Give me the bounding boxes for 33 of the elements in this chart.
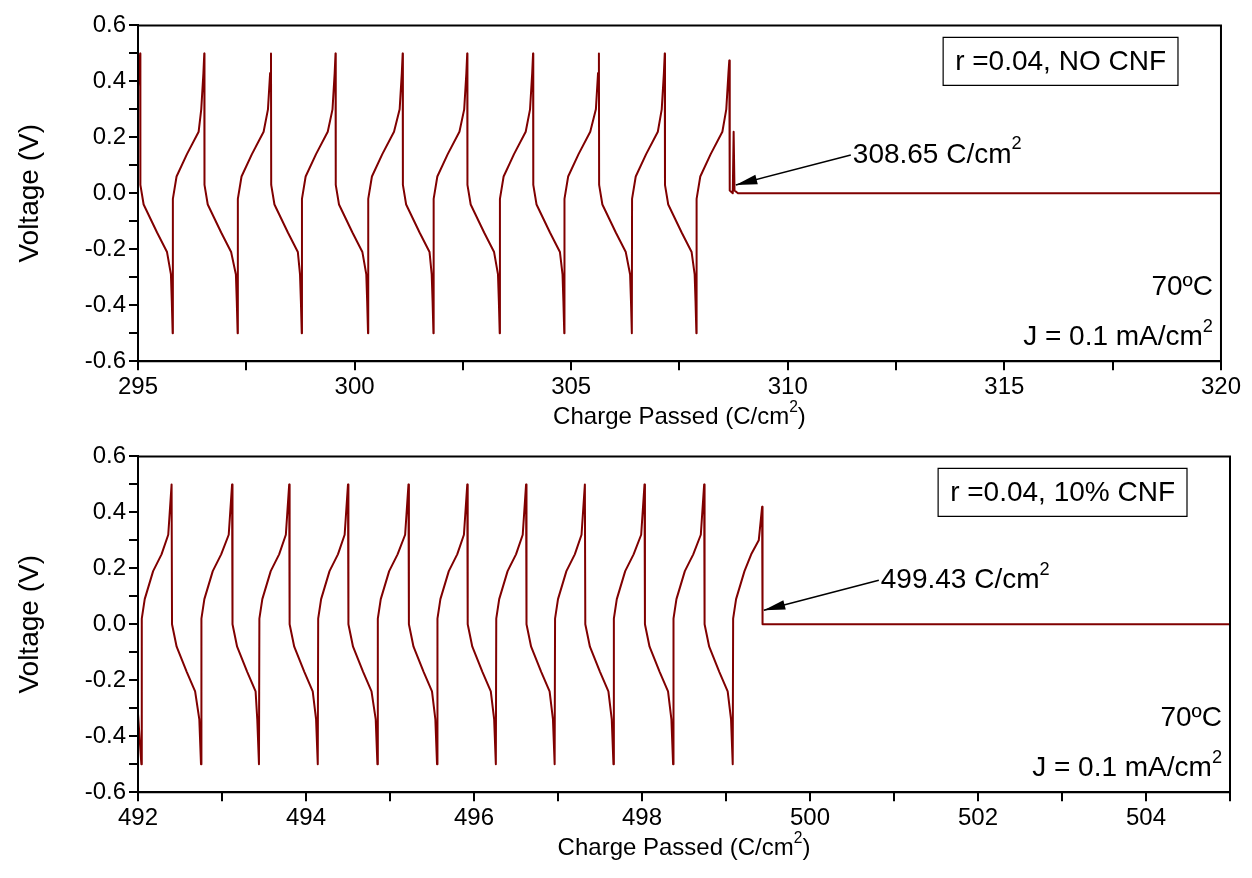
annotation: r =0.04, NO CNF [955, 45, 1166, 77]
y-tick-label: 0.6 [92, 441, 126, 469]
x-tick-label: 500 [789, 803, 831, 831]
y-tick-label: -0.4 [84, 289, 126, 317]
y-axis-title: Voltage (V) [12, 555, 44, 694]
y-tick-label: -0.4 [84, 720, 126, 748]
y-tick-label: 0.6 [92, 10, 126, 38]
x-tick-label: 315 [984, 372, 1025, 400]
annotation: 70ºC [1151, 269, 1213, 301]
y-tick-label: 0.0 [92, 608, 126, 636]
x-tick-label: 320 [1200, 372, 1241, 400]
x-tick-label: 295 [117, 372, 159, 400]
x-tick-label: 305 [551, 372, 592, 400]
y-tick-label: 0.4 [92, 65, 126, 93]
y-tick-label: -0.6 [84, 345, 126, 373]
annotation: r =0.04, 10% CNF [950, 476, 1175, 508]
y-tick-label: 0.2 [92, 121, 126, 149]
annotation: 70ºC [1160, 700, 1222, 732]
y-tick-label: 0.2 [92, 552, 126, 580]
y-tick-label: -0.6 [84, 776, 126, 804]
x-tick-label: 492 [117, 803, 159, 831]
x-tick-label: 496 [453, 803, 495, 831]
y-tick-label: -0.2 [84, 664, 126, 692]
y-axis-title: Voltage (V) [12, 124, 44, 263]
y-tick-label: 0.0 [92, 177, 126, 205]
x-tick-label: 300 [334, 372, 375, 400]
x-tick-label: 502 [957, 803, 999, 831]
x-tick-label: 310 [767, 372, 808, 400]
x-tick-label: 494 [285, 803, 327, 831]
y-tick-label: 0.4 [92, 496, 126, 524]
x-tick-label: 504 [1125, 803, 1167, 831]
x-tick-label: 498 [621, 803, 663, 831]
y-tick-label: -0.2 [84, 233, 126, 261]
